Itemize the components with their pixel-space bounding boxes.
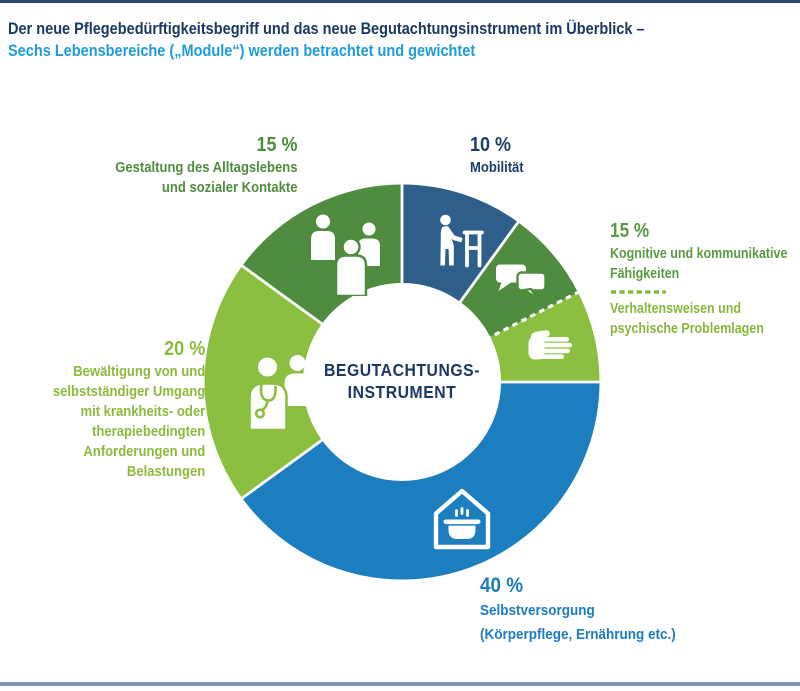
label-line: Anforderungen und bbox=[83, 444, 205, 460]
page-title: Der neue Pflegebedürftigkeitsbegriff und… bbox=[8, 18, 645, 62]
segment-divider bbox=[238, 436, 327, 501]
label-line: Verhaltensweisen und bbox=[610, 301, 741, 317]
label-line: Kognitive und kommunikative bbox=[610, 246, 788, 262]
label-gestaltung-alltagsleben: 15 % Gestaltung des Alltagslebens und so… bbox=[116, 133, 298, 198]
label-selbstversorgung: 40 % Selbstversorgung (Körperpflege, Ern… bbox=[480, 572, 676, 647]
segment-divider-dashed bbox=[485, 289, 582, 341]
label-kognitive-und-verhaltensweisen: 15 % Kognitive und kommunikative Fähigke… bbox=[610, 219, 787, 339]
label-bewaeltigung-anforderungen: 20 % Bewältigung von und selbstständiger… bbox=[53, 337, 205, 482]
label-mobilitaet: 10 % Mobilität bbox=[470, 133, 524, 178]
title-line-1: Der neue Pflegebedürftigkeitsbegriff und… bbox=[8, 20, 645, 38]
label-line: Belastungen bbox=[126, 464, 205, 480]
segment-divider bbox=[238, 263, 327, 328]
center-label-line-2: INSTRUMENT bbox=[347, 382, 457, 402]
hand-icon bbox=[526, 328, 574, 366]
person-with-walker-icon bbox=[428, 212, 486, 272]
label-line: Bewältigung von und bbox=[73, 364, 205, 380]
segment-mobilitaet bbox=[402, 184, 519, 302]
label-line: Fähigkeiten bbox=[610, 266, 680, 282]
center-label-line-1: BEGUTACHTUNGS- bbox=[323, 360, 481, 380]
bottom-border-rule bbox=[0, 682, 800, 686]
percent-value: 40 % bbox=[480, 574, 524, 597]
dashed-separator bbox=[610, 290, 666, 294]
label-line: Selbstversorgung bbox=[480, 602, 595, 619]
label-line: mit krankheits- oder bbox=[80, 404, 205, 420]
percent-value: 20 % bbox=[163, 338, 205, 360]
top-border-rule bbox=[0, 0, 800, 3]
percent-value: 10 % bbox=[470, 134, 512, 156]
label-line: Gestaltung des Alltagslebens bbox=[115, 160, 298, 176]
caregiver-patient-icon bbox=[246, 350, 320, 432]
segment-bewaeltigung bbox=[204, 265, 322, 499]
speech-bubbles-icon bbox=[494, 261, 548, 303]
label-line: (Körperpflege, Ernährung etc.) bbox=[480, 626, 676, 643]
percent-value: 15 % bbox=[610, 220, 650, 242]
label-line: psychische Problemlagen bbox=[610, 321, 764, 337]
label-line: Mobilität bbox=[470, 160, 524, 176]
label-part-kognitive: 15 % Kognitive und kommunikative Fähigke… bbox=[610, 219, 787, 284]
chart-center-label: BEGUTACHTUNGS- INSTRUMENT bbox=[267, 359, 537, 403]
label-line: selbstständiger Umgang bbox=[52, 384, 205, 400]
label-line: und sozialer Kontakte bbox=[162, 180, 298, 196]
title-line-2: Sechs Lebensbereiche („Module“) werden b… bbox=[8, 42, 476, 60]
segment-selbstversorgung bbox=[242, 382, 600, 580]
label-part-verhaltensweisen: Verhaltensweisen und psychische Probleml… bbox=[610, 299, 787, 339]
label-line: therapiebedingten bbox=[91, 424, 205, 440]
people-group-icon bbox=[306, 212, 384, 296]
segment-divider bbox=[456, 218, 521, 307]
house-cooking-pot-icon bbox=[432, 487, 492, 551]
percent-value: 15 % bbox=[256, 134, 298, 156]
